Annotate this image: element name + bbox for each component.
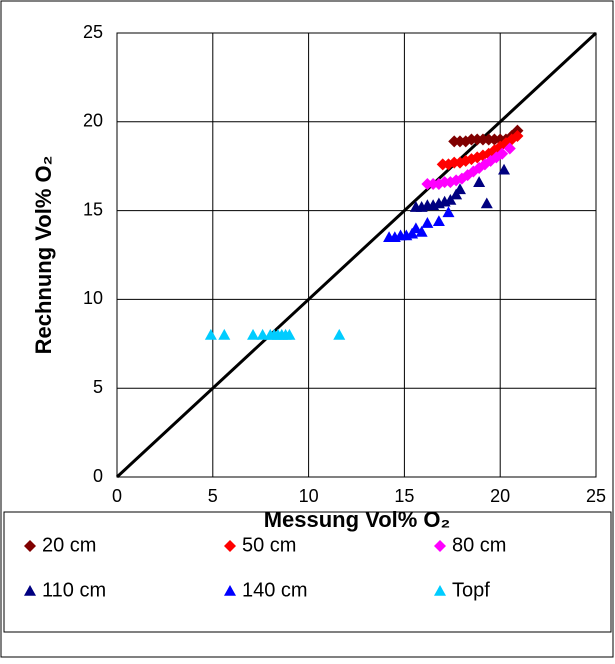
data-point: [333, 328, 346, 340]
y-axis-title: Rechnung Vol% O₂: [31, 156, 56, 355]
data-point: [409, 222, 422, 234]
data-point: [247, 328, 260, 340]
data-point: [453, 183, 466, 195]
data-point: [498, 163, 511, 175]
legend-label: 80 cm: [452, 534, 506, 556]
x-tick-label: 5: [208, 486, 218, 506]
identity-line: [115, 31, 598, 479]
data-point: [283, 328, 296, 340]
legend-marker: [224, 585, 236, 596]
legend-marker: [224, 540, 236, 552]
data-point: [218, 328, 231, 340]
legend-marker: [434, 540, 446, 552]
x-axis-title: Messung Vol% O₂: [264, 507, 451, 532]
legend-label: Topf: [452, 579, 490, 601]
y-tick-label: 20: [83, 111, 103, 131]
data-point: [256, 328, 269, 340]
plot-border: [116, 32, 597, 478]
legend-marker: [434, 585, 446, 596]
x-tick-label: 20: [490, 486, 510, 506]
legend-label: 20 cm: [42, 534, 96, 556]
x-tick-label: 25: [586, 486, 606, 506]
data-point: [415, 225, 428, 237]
x-tick-label: 15: [394, 486, 414, 506]
legend-label: 140 cm: [242, 579, 308, 601]
legend-marker: [24, 585, 36, 596]
legend-marker: [24, 540, 36, 552]
data-point: [204, 328, 217, 340]
y-tick-label: 5: [93, 377, 103, 397]
data-point: [480, 197, 493, 209]
y-tick-label: 25: [83, 22, 103, 42]
x-tick-label: 0: [112, 486, 122, 506]
data-point: [442, 206, 455, 218]
legend-box: [3, 511, 612, 633]
y-tick-label: 10: [83, 288, 103, 308]
data-point: [511, 130, 524, 143]
data-point: [496, 147, 509, 160]
legend-label: 110 cm: [42, 579, 106, 601]
x-tick-label: 10: [299, 486, 319, 506]
y-tick-label: 15: [83, 199, 103, 219]
data-point: [432, 215, 445, 227]
y-tick-label: 0: [93, 466, 103, 486]
data-point: [473, 176, 486, 187]
legend-label: 50 cm: [242, 534, 296, 556]
data-point: [421, 217, 434, 228]
data-point: [503, 142, 516, 155]
